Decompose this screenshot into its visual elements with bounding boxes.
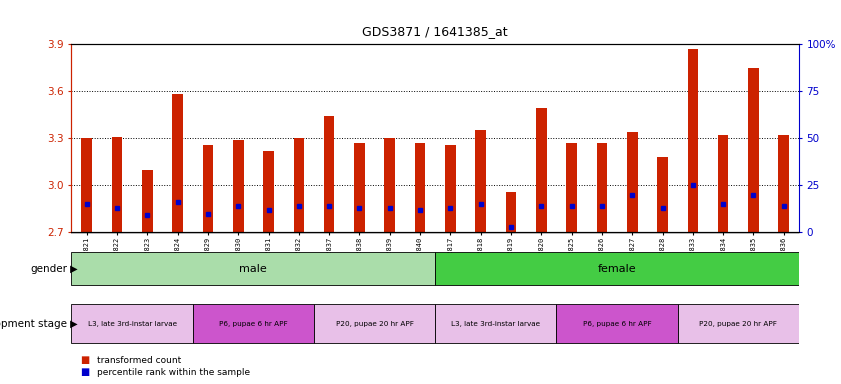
Text: P6, pupae 6 hr APF: P6, pupae 6 hr APF <box>583 321 652 326</box>
Bar <box>557 304 678 343</box>
Bar <box>314 304 436 343</box>
Text: male: male <box>240 264 267 274</box>
Bar <box>475 131 486 232</box>
Text: gender: gender <box>30 264 67 274</box>
Text: development stage: development stage <box>0 318 67 329</box>
Bar <box>71 252 436 285</box>
Bar <box>71 304 193 343</box>
Bar <box>415 143 426 232</box>
Bar <box>263 151 274 232</box>
Text: ■: ■ <box>80 367 89 377</box>
Text: percentile rank within the sample: percentile rank within the sample <box>97 368 250 377</box>
Text: P20, pupae 20 hr APF: P20, pupae 20 hr APF <box>700 321 777 326</box>
Text: L3, late 3rd-instar larvae: L3, late 3rd-instar larvae <box>452 321 541 326</box>
Bar <box>718 135 728 232</box>
Bar <box>172 94 182 232</box>
Bar <box>748 68 759 232</box>
Bar <box>142 170 152 232</box>
Bar <box>435 252 799 285</box>
Text: P20, pupae 20 hr APF: P20, pupae 20 hr APF <box>336 321 414 326</box>
Bar <box>566 143 577 232</box>
Text: L3, late 3rd-instar larvae: L3, late 3rd-instar larvae <box>87 321 177 326</box>
Bar <box>203 145 213 232</box>
Bar <box>445 144 456 232</box>
Bar <box>193 304 314 343</box>
Bar <box>354 143 365 232</box>
Bar <box>505 192 516 232</box>
Bar <box>627 132 637 232</box>
Text: GDS3871 / 1641385_at: GDS3871 / 1641385_at <box>362 25 508 38</box>
Text: female: female <box>598 264 637 274</box>
Bar <box>112 137 122 232</box>
Bar <box>536 108 547 232</box>
Bar <box>294 138 304 232</box>
Bar <box>435 304 557 343</box>
Bar <box>384 138 395 232</box>
Bar <box>779 135 789 232</box>
Bar <box>688 49 698 232</box>
Bar <box>658 157 668 232</box>
Text: transformed count: transformed count <box>97 356 181 365</box>
Bar <box>678 304 799 343</box>
Bar <box>596 143 607 232</box>
Bar <box>82 138 92 232</box>
Text: P6, pupae 6 hr APF: P6, pupae 6 hr APF <box>219 321 288 326</box>
Text: ■: ■ <box>80 355 89 365</box>
Bar <box>233 140 244 232</box>
Bar <box>324 116 335 232</box>
Text: ▶: ▶ <box>67 318 78 329</box>
Text: ▶: ▶ <box>67 264 78 274</box>
